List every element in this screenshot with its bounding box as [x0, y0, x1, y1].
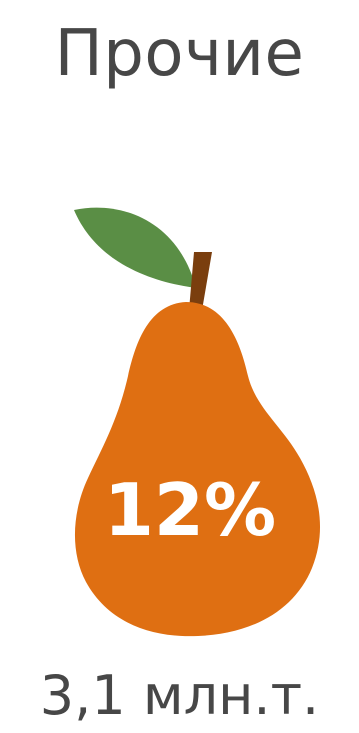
pear-body	[74, 302, 321, 637]
percent-label: 12%	[103, 468, 277, 552]
amount-label: 3,1 млн.т.	[39, 664, 320, 727]
category-title: Прочие	[54, 17, 305, 91]
leaf-shape	[74, 207, 196, 288]
